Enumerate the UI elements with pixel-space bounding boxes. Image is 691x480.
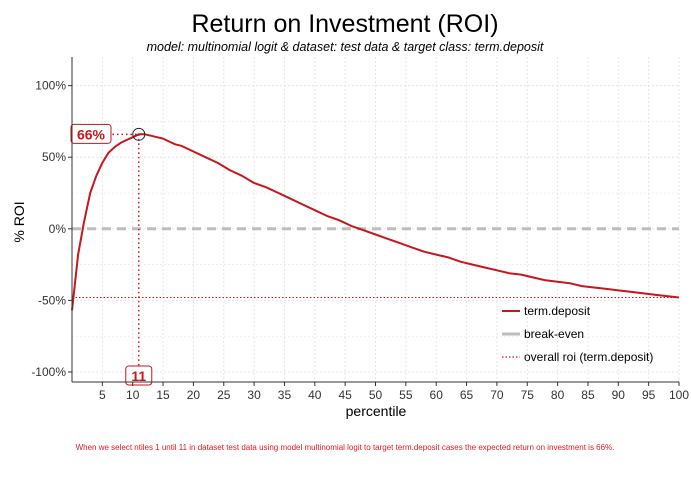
- x-tick-label: 50: [369, 388, 383, 402]
- legend-label-term-deposit: term.deposit: [524, 304, 591, 318]
- reference-lines: [72, 227, 679, 299]
- x-tick-label: 55: [399, 388, 413, 402]
- legend: term.deposit break-even overall roi (ter…: [502, 304, 653, 364]
- selected-point-marker: [132, 127, 146, 141]
- annotations: 66% 11: [70, 123, 153, 386]
- x-tick-label: 10: [126, 388, 140, 402]
- x-tick-label: 90: [612, 388, 626, 402]
- x-axis-label: percentile: [346, 403, 407, 419]
- legend-label-break-even: break-even: [524, 327, 584, 341]
- roi-value-label-box: [70, 123, 112, 144]
- x-tick-label: 70: [490, 388, 504, 402]
- x-tick-label: 25: [217, 388, 231, 402]
- x-tick-label: 85: [581, 388, 595, 402]
- chart-title: Return on Investment (ROI): [191, 10, 498, 38]
- y-axis-label: % ROI: [11, 201, 27, 242]
- x-tick-label: 95: [642, 388, 656, 402]
- x-tick-label: 35: [278, 388, 292, 402]
- x-tick-label: 80: [551, 388, 565, 402]
- ntile-value-label: 11: [131, 368, 146, 384]
- x-tick-label: 15: [156, 388, 170, 402]
- grid-lines: [72, 57, 680, 382]
- chart-subtitle: model: multinomial logit & dataset: test…: [147, 40, 544, 54]
- chart-caption: When we select ntiles 1 until 11 in data…: [76, 443, 615, 452]
- axes: 100% 50% 0% -50% -100% 5 10 15 20 25 30 35 40 45 50 55 6…: [31, 57, 689, 402]
- roi-value-label: 66%: [77, 126, 106, 142]
- x-tick-label: 60: [430, 388, 444, 402]
- x-tick-label: 65: [460, 388, 474, 402]
- x-tick-label: 5: [99, 388, 106, 402]
- y-tick-label: 100%: [35, 79, 66, 93]
- x-tick-label: 20: [187, 388, 201, 402]
- ntile-value-label-box: [125, 365, 153, 386]
- x-tick-label: 45: [338, 388, 352, 402]
- series-lines: [71, 133, 680, 311]
- y-tick-label: 50%: [42, 150, 66, 164]
- x-tick-label: 100: [669, 388, 689, 402]
- x-tick-label: 75: [521, 388, 535, 402]
- y-tick-label: -50%: [38, 293, 66, 307]
- legend-label-overall-roi: overall roi (term.deposit): [524, 350, 653, 364]
- y-tick-label: -100%: [31, 365, 66, 379]
- x-tick-label: 30: [247, 388, 261, 402]
- x-tick-label: 40: [308, 388, 322, 402]
- series-line-term-deposit: [71, 133, 680, 311]
- y-tick-label: 0%: [49, 222, 67, 236]
